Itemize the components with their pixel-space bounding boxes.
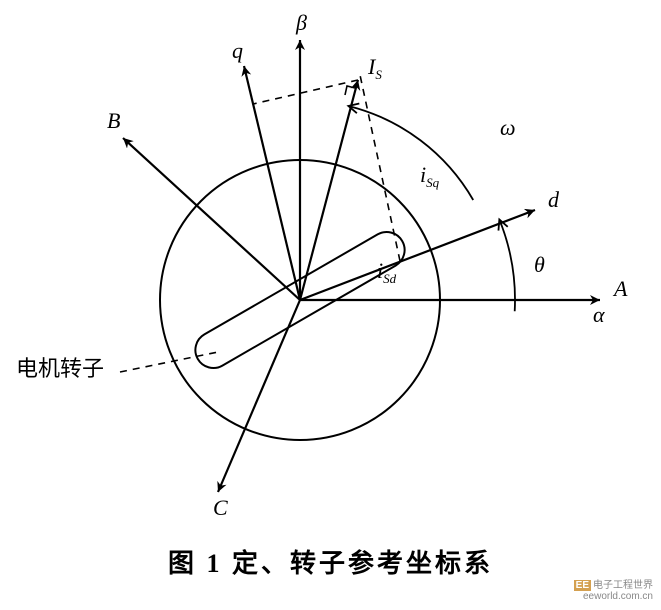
- label-isq: iSq: [420, 162, 440, 190]
- axis-label-Is: IS: [367, 54, 382, 82]
- axis-label-beta: β: [295, 10, 307, 35]
- axis-q: [244, 66, 300, 300]
- axis-label-C: C: [213, 495, 228, 520]
- coordinate-diagram: AαBCβdqISiSdiSqθω电机转子: [0, 0, 661, 540]
- axis-label-d: d: [548, 187, 560, 212]
- rotor-label: 电机转子: [16, 356, 104, 381]
- watermark-brand: EE: [574, 580, 591, 591]
- arc-theta: [499, 219, 515, 311]
- watermark-line2: eeworld.com.cn: [583, 591, 653, 602]
- projection-Is_to_q: [253, 80, 358, 104]
- figure-caption: 图 1 定、转子参考坐标系: [0, 543, 661, 580]
- arc-omega: [348, 106, 473, 200]
- arc-label-theta: θ: [534, 252, 545, 277]
- arc-label-omega: ω: [500, 115, 516, 140]
- watermark-line1: 电子工程世界: [593, 580, 653, 591]
- watermark: EE电子工程世界 eeworld.com.cn: [574, 580, 653, 602]
- axis-label-alpha: α: [593, 302, 605, 327]
- axis-label-B: B: [107, 108, 120, 133]
- axis-label-q: q: [232, 38, 243, 63]
- axis-label-A: A: [612, 276, 628, 301]
